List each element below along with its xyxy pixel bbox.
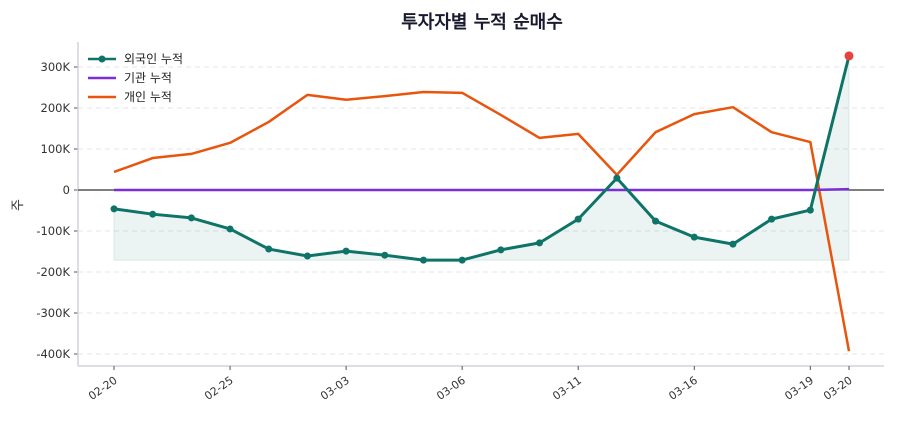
y-tick-label: 300K [41, 60, 71, 74]
data-point [574, 215, 582, 223]
y-tick-label: -100K [36, 224, 70, 238]
data-point [806, 206, 814, 214]
legend-label: 기관 누적 [124, 71, 172, 85]
chart-title: 투자자별 누적 순매수 [401, 12, 563, 33]
data-point [768, 215, 776, 223]
y-axis-label: 주 [11, 199, 26, 211]
y-tick-label: 200K [41, 101, 71, 115]
legend-label: 개인 누적 [124, 90, 172, 104]
y-tick-label: 100K [41, 142, 71, 156]
x-tick-label: 03-16 [666, 374, 700, 403]
y-tick-label: -400K [36, 347, 70, 361]
data-point [613, 174, 621, 182]
y-tick-label: -200K [36, 265, 70, 279]
x-tick-label: 02-25 [202, 374, 236, 403]
x-tick-label: 03-03 [318, 374, 352, 403]
x-tick-label: 03-11 [550, 374, 584, 403]
data-point [690, 233, 698, 241]
data-point [226, 225, 234, 233]
data-point [381, 251, 389, 259]
series-line-0 [113, 55, 851, 262]
data-point [729, 240, 737, 248]
data-point [149, 210, 157, 218]
foreign-fill-area [113, 55, 850, 261]
data-point [303, 252, 311, 260]
y-tick-label: -300K [36, 306, 70, 320]
data-point [536, 239, 544, 247]
last-point-marker [844, 51, 854, 61]
data-point [342, 247, 350, 255]
x-tick-label: 03-06 [434, 374, 468, 403]
data-point [110, 205, 118, 213]
data-point [652, 217, 660, 225]
x-tick-label: 02-20 [86, 374, 120, 403]
series-line-2 [113, 90, 851, 352]
y-tick-label: 0 [63, 183, 70, 197]
legend-marker [98, 55, 106, 63]
x-tick-label: 03-20 [821, 374, 855, 403]
data-point [497, 246, 505, 254]
data-point [187, 214, 195, 222]
data-point [458, 256, 466, 264]
data-point [265, 245, 273, 253]
x-tick-label: 03-19 [782, 374, 816, 403]
data-point [419, 256, 427, 264]
legend-label: 외국인 누적 [124, 52, 183, 66]
series-line-1 [114, 187, 850, 192]
